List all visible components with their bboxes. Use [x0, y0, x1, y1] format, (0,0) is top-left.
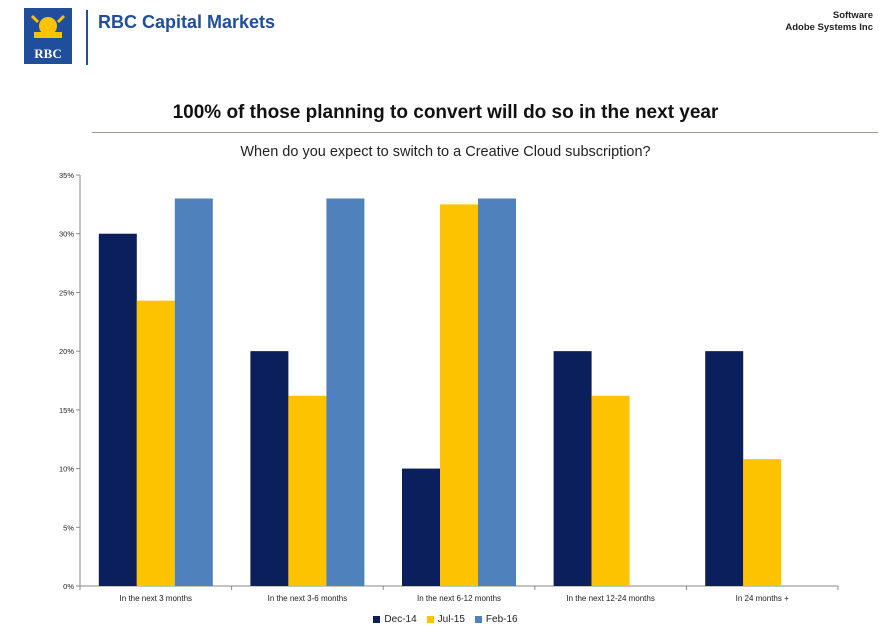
legend-label: Jul-15	[437, 614, 465, 625]
rbc-logo: RBC	[24, 8, 72, 64]
y-tick-label: 10%	[59, 465, 74, 474]
logo-text: RBC	[34, 46, 61, 61]
bar	[705, 351, 744, 586]
x-tick-label: In the next 12-24 months	[566, 594, 655, 603]
bar	[402, 468, 440, 586]
sector-label: Software	[832, 10, 873, 21]
bar	[136, 300, 175, 586]
y-tick-label: 35%	[59, 171, 74, 180]
legend-swatch	[474, 616, 482, 623]
company-label: Adobe Systems Inc	[785, 22, 873, 33]
y-tick-label: 15%	[59, 406, 74, 415]
legend-swatch	[426, 616, 434, 623]
bar-chart: 0% 5% 10% 15% 20% 25% 30% 35% In the next 3 mont…	[59, 171, 839, 603]
bar	[591, 395, 630, 586]
legend-item: Jul-15	[426, 614, 465, 625]
legend-label: Feb-16	[485, 614, 518, 625]
y-tick-label: 20%	[59, 347, 74, 356]
legend-item: Dec-14	[373, 614, 417, 625]
x-tick-label: In the next 6-12 months	[417, 594, 501, 603]
bar	[174, 198, 213, 586]
chart-subtitle: When do you expect to switch to a Creati…	[240, 144, 651, 160]
x-tick-label: In the next 3 months	[120, 594, 193, 603]
x-tick-label: In the next 3-6 months	[268, 594, 348, 603]
bar	[98, 233, 137, 586]
headline: 100% of those planning to convert will d…	[172, 102, 719, 123]
brand-divider	[86, 10, 88, 65]
bar	[288, 395, 327, 586]
y-tick-label: 5%	[63, 523, 74, 532]
brand-name: RBC Capital Markets	[98, 12, 276, 32]
report-info: Software Adobe Systems Inc	[785, 10, 873, 34]
legend-item: Feb-16	[474, 614, 518, 625]
bar	[743, 459, 782, 586]
x-tick-label: In 24 months +	[736, 594, 789, 603]
legend-swatch	[373, 616, 381, 623]
y-tick-label: 25%	[59, 288, 74, 297]
bar	[440, 204, 478, 586]
bar	[478, 198, 516, 586]
bar	[250, 351, 289, 586]
legend-label: Dec-14	[384, 614, 417, 625]
y-tick-label: 30%	[59, 230, 74, 239]
y-tick-label: 0%	[63, 582, 74, 591]
chart-legend: Dec-14 Jul-15 Feb-16	[0, 614, 891, 625]
bar	[326, 198, 365, 586]
headline-rule	[92, 132, 878, 133]
bar	[553, 351, 592, 586]
